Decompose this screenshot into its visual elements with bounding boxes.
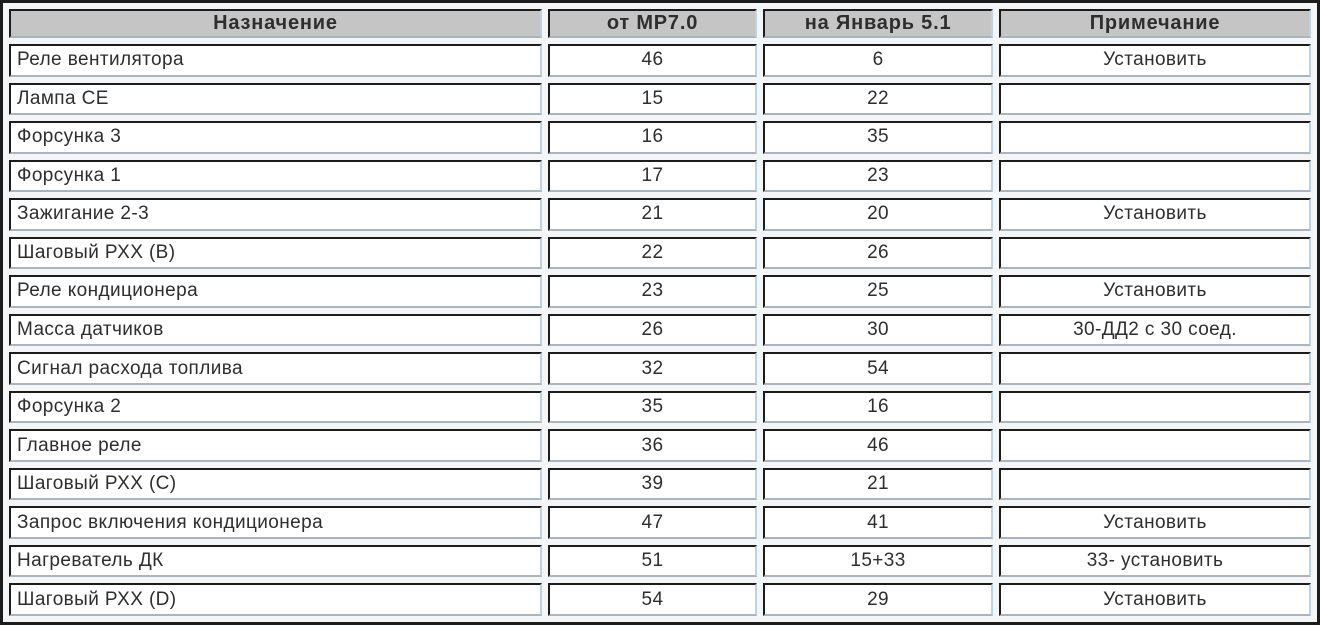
cell-from-mp70: 21 [547, 198, 758, 231]
table-row: Масса датчиков 26 30 30-ДД2 с 30 соед. [9, 313, 1311, 347]
cell-to-jan51: 30 [763, 313, 993, 347]
cell-to-jan51: 20 [763, 198, 993, 231]
cell-to-jan51: 15+33 [763, 544, 993, 578]
cell-from-mp70: 47 [547, 506, 758, 539]
table-row: Главное реле 36 46 [9, 429, 1311, 462]
cell-from-mp70: 35 [547, 390, 758, 424]
cell-from-mp70: 23 [547, 275, 758, 308]
cell-to-jan51: 26 [763, 236, 993, 270]
cell-note: Установить [998, 198, 1311, 231]
table-row: Шаговый РХХ (D) 54 29 Установить [9, 583, 1311, 616]
cell-from-mp70: 15 [547, 82, 758, 116]
cell-note [998, 82, 1311, 116]
cell-note: 30-ДД2 с 30 соед. [998, 313, 1311, 347]
cell-to-jan51: 46 [763, 429, 993, 462]
cell-note [998, 121, 1311, 154]
cell-note: Установить [998, 506, 1311, 539]
cell-designation: Шаговый РХХ (В) [9, 236, 542, 270]
cell-note: Установить [998, 583, 1311, 616]
col-header-to-jan51: на Январь 5.1 [763, 9, 993, 38]
cell-designation: Лампа СЕ [9, 82, 542, 116]
cell-note [998, 159, 1311, 193]
cell-from-mp70: 46 [547, 44, 758, 77]
cell-designation: Масса датчиков [9, 313, 542, 347]
cell-designation: Реле вентилятора [9, 44, 542, 77]
cell-designation: Главное реле [9, 429, 542, 462]
cell-from-mp70: 51 [547, 544, 758, 578]
cell-from-mp70: 17 [547, 159, 758, 193]
cell-from-mp70: 39 [547, 467, 758, 501]
table-header: Назначение от МР7.0 на Январь 5.1 Примеч… [9, 9, 1311, 38]
cell-from-mp70: 54 [547, 583, 758, 616]
cell-to-jan51: 54 [763, 352, 993, 385]
cell-note: 33- установить [998, 544, 1311, 578]
cell-to-jan51: 22 [763, 82, 993, 116]
table-row: Лампа СЕ 15 22 [9, 82, 1311, 116]
cell-note [998, 429, 1311, 462]
cell-to-jan51: 21 [763, 467, 993, 501]
table-body: Реле вентилятора 46 6 Установить Лампа С… [9, 44, 1311, 616]
cell-to-jan51: 35 [763, 121, 993, 154]
table-row: Зажигание 2-3 21 20 Установить [9, 198, 1311, 231]
cell-designation: Нагреватель ДК [9, 544, 542, 578]
table-row: Шаговый РХХ (С) 39 21 [9, 467, 1311, 501]
cell-from-mp70: 32 [547, 352, 758, 385]
cell-from-mp70: 16 [547, 121, 758, 154]
cell-designation: Сигнал расхода топлива [9, 352, 542, 385]
table-row: Форсунка 3 16 35 [9, 121, 1311, 154]
cell-to-jan51: 16 [763, 390, 993, 424]
cell-designation: Форсунка 1 [9, 159, 542, 193]
table-row: Шаговый РХХ (В) 22 26 [9, 236, 1311, 270]
cell-from-mp70: 36 [547, 429, 758, 462]
header-row: Назначение от МР7.0 на Январь 5.1 Примеч… [9, 9, 1311, 38]
cell-designation: Запрос включения кондиционера [9, 506, 542, 539]
col-header-designation: Назначение [9, 9, 542, 38]
cell-note [998, 352, 1311, 385]
cell-from-mp70: 22 [547, 236, 758, 270]
cell-to-jan51: 6 [763, 44, 993, 77]
col-header-from-mp70: от МР7.0 [547, 9, 758, 38]
table-row: Форсунка 2 35 16 [9, 390, 1311, 424]
table-row: Нагреватель ДК 51 15+33 33- установить [9, 544, 1311, 578]
cell-designation: Зажигание 2-3 [9, 198, 542, 231]
cell-note [998, 390, 1311, 424]
table-row: Реле кондиционера 23 25 Установить [9, 275, 1311, 308]
table-row: Реле вентилятора 46 6 Установить [9, 44, 1311, 77]
cell-to-jan51: 25 [763, 275, 993, 308]
cell-note: Установить [998, 275, 1311, 308]
cell-note: Установить [998, 44, 1311, 77]
cell-to-jan51: 29 [763, 583, 993, 616]
cell-to-jan51: 41 [763, 506, 993, 539]
cell-designation: Реле кондиционера [9, 275, 542, 308]
cell-note [998, 467, 1311, 501]
cell-designation: Форсунка 2 [9, 390, 542, 424]
cell-from-mp70: 26 [547, 313, 758, 347]
cell-designation: Шаговый РХХ (С) [9, 467, 542, 501]
col-header-note: Примечание [998, 9, 1311, 38]
table-row: Форсунка 1 17 23 [9, 159, 1311, 193]
cell-designation: Форсунка 3 [9, 121, 542, 154]
cell-designation: Шаговый РХХ (D) [9, 583, 542, 616]
table-row: Запрос включения кондиционера 47 41 Уста… [9, 506, 1311, 539]
cell-to-jan51: 23 [763, 159, 993, 193]
cell-note [998, 236, 1311, 270]
table-row: Сигнал расхода топлива 32 54 [9, 352, 1311, 385]
